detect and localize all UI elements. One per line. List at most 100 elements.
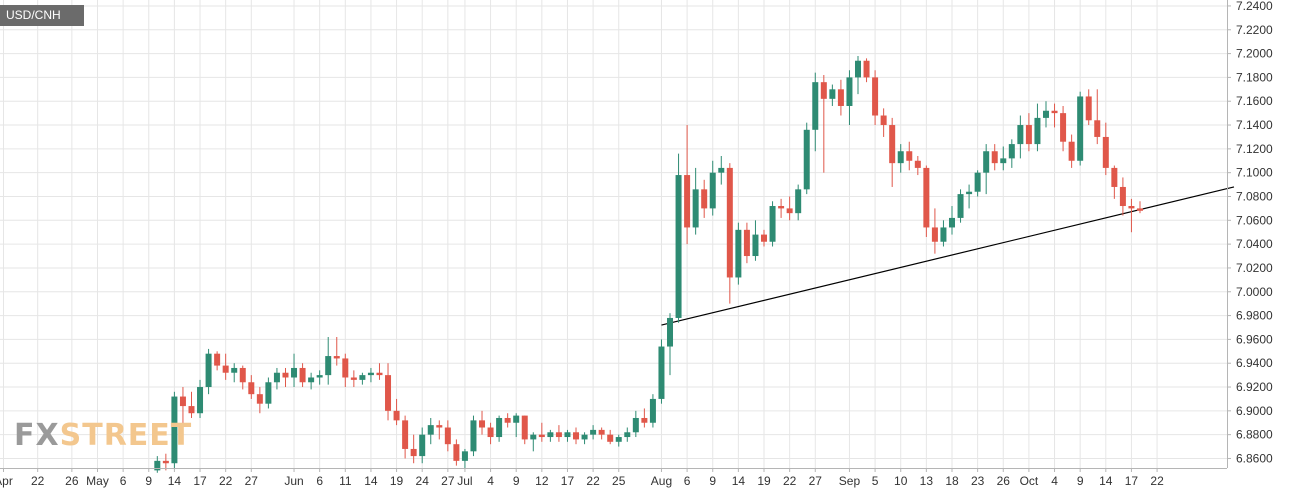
candle-down — [214, 351, 221, 371]
candle-up — [718, 156, 725, 185]
candle-body — [786, 208, 793, 214]
candle-up — [197, 379, 204, 418]
candle-body — [581, 434, 588, 440]
candle-up — [496, 415, 503, 442]
x-tick-label: 6 — [684, 474, 691, 488]
candle-body — [658, 346, 665, 399]
candle-down — [1102, 122, 1109, 176]
candle-up — [171, 391, 178, 468]
x-tick-label: 22 — [219, 474, 233, 488]
candle-body — [248, 382, 255, 395]
candle-down — [1094, 89, 1101, 145]
x-tick-label: 24 — [416, 474, 430, 488]
candle-up — [470, 415, 477, 457]
candle-body — [205, 353, 212, 388]
candle-body — [487, 427, 494, 438]
x-tick-label: 4 — [1051, 474, 1058, 488]
candle-body — [1051, 110, 1058, 114]
candle-down — [778, 198, 785, 218]
candle-body — [872, 77, 879, 116]
candle-down — [880, 108, 887, 137]
y-tick-label: 7.1400 — [1236, 118, 1273, 132]
candle-body — [479, 420, 486, 428]
y-tick-label: 7.2000 — [1236, 47, 1273, 61]
candle-down — [598, 427, 605, 440]
candle-body — [855, 60, 861, 78]
candle-body — [308, 377, 315, 383]
candle-down — [1111, 165, 1118, 199]
x-tick-label: 27 — [245, 474, 259, 488]
candle-body — [761, 234, 768, 242]
x-tick-label: 14 — [364, 474, 378, 488]
candle-down — [914, 156, 921, 176]
candle-down — [641, 408, 648, 428]
y-tick-label: 7.2200 — [1236, 23, 1273, 37]
candle-down — [376, 363, 383, 380]
candle-down — [820, 75, 827, 173]
candle-up — [812, 72, 819, 152]
x-tick-label: 14 — [1099, 474, 1113, 488]
candle-down — [479, 410, 486, 435]
candle-body — [547, 432, 554, 438]
candle-body — [803, 129, 810, 190]
candle-body — [914, 160, 921, 168]
candle-up — [1017, 115, 1024, 159]
candle-down — [872, 70, 879, 126]
x-tick-label: 14 — [168, 474, 182, 488]
candle-up — [974, 170, 981, 197]
y-tick-label: 7.0600 — [1236, 213, 1273, 227]
candle-down — [726, 163, 733, 304]
candle-body — [641, 417, 648, 423]
x-tick-label: Aug — [651, 474, 672, 488]
candle-down — [761, 229, 768, 247]
candle-body — [940, 227, 947, 242]
x-tick-label: 23 — [971, 474, 985, 488]
candle-down — [179, 387, 186, 428]
logo-fx: FX — [14, 418, 60, 453]
candle-body — [1111, 167, 1118, 187]
chart-grid — [0, 0, 1227, 468]
candle-down — [299, 363, 306, 388]
x-tick-label: 9 — [513, 474, 520, 488]
candle-up — [735, 222, 742, 285]
candle-up — [675, 153, 682, 323]
candle-up — [846, 70, 853, 126]
candle-body — [367, 372, 374, 376]
candle-body — [769, 206, 776, 242]
y-tick-label: 7.1800 — [1236, 70, 1273, 84]
candle-body — [1094, 120, 1101, 137]
candle-down — [1025, 113, 1032, 152]
candle-body — [214, 353, 221, 366]
candle-down — [504, 413, 511, 428]
x-tick-label: 25 — [612, 474, 626, 488]
candle-body — [521, 415, 528, 440]
candle-up — [615, 434, 622, 447]
candle-body — [743, 229, 750, 257]
candle-body — [239, 367, 246, 383]
candle-body — [957, 194, 964, 218]
candle-body — [1085, 96, 1092, 121]
candle-body — [504, 417, 511, 423]
logo-street: STREET — [59, 418, 193, 453]
candle-up — [359, 372, 366, 385]
y-tick-label: 7.1200 — [1236, 142, 1273, 156]
candle-body — [607, 434, 614, 442]
candle-up — [530, 432, 537, 452]
y-tick-label: 7.1000 — [1236, 166, 1273, 180]
candle-down — [333, 337, 340, 366]
candle-body — [1068, 141, 1075, 161]
candle-up — [325, 337, 332, 385]
x-tick-label: 9 — [1077, 474, 1084, 488]
candle-body — [829, 89, 836, 99]
candle-up — [983, 144, 990, 195]
candle-down — [239, 365, 246, 390]
candle-down — [906, 141, 913, 171]
candle-body — [718, 167, 725, 173]
candle-body — [1119, 186, 1126, 207]
candle-body — [812, 82, 819, 130]
y-tick-label: 6.9800 — [1236, 309, 1273, 323]
candle-down — [444, 420, 451, 452]
candle-body — [325, 356, 332, 376]
candle-body — [256, 394, 263, 404]
